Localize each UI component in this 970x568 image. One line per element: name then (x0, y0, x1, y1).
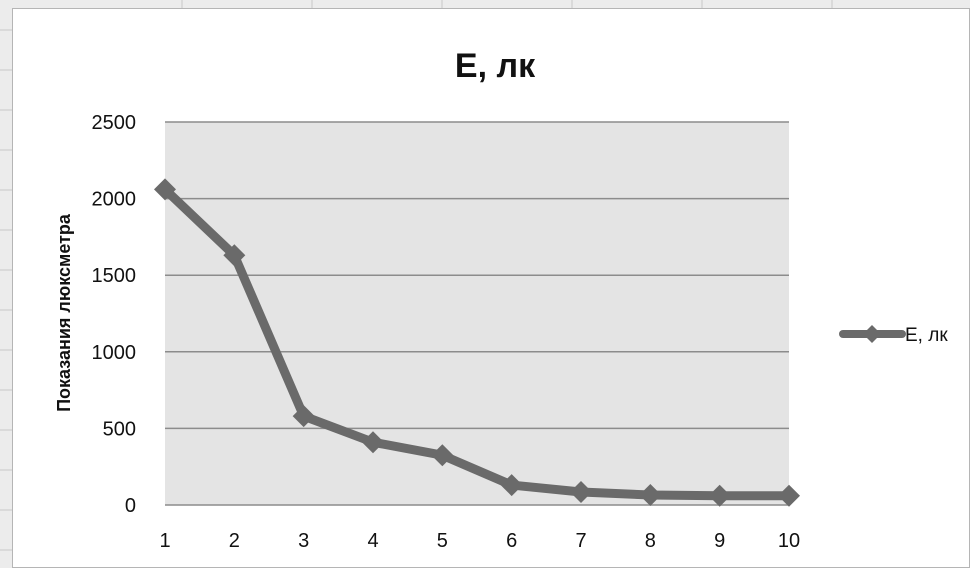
data-point (778, 484, 800, 507)
data-point (154, 178, 176, 201)
y-axis-ticks: 0 500 1000 1500 2000 2500 (92, 112, 137, 517)
x-axis-ticks: 1 2 3 4 5 6 7 8 9 10 (159, 530, 800, 552)
data-point (223, 244, 246, 267)
x-tick-label: 3 (298, 530, 309, 552)
y-tick-label: 1000 (92, 342, 137, 364)
y-tick-label: 2000 (92, 189, 137, 211)
x-tick-label: 5 (437, 530, 448, 552)
x-tick-label: 4 (367, 530, 378, 552)
x-tick-label: 9 (714, 530, 725, 552)
x-tick-label: 7 (575, 530, 586, 552)
legend-marker (863, 325, 881, 343)
x-tick-label: 10 (778, 530, 800, 552)
data-point (570, 480, 592, 503)
y-tick-label: 0 (125, 495, 136, 517)
x-tick-label: 8 (645, 530, 656, 552)
legend-label: E, лк (905, 325, 948, 346)
data-point (500, 474, 523, 497)
data-point (708, 484, 731, 507)
data-point (431, 444, 454, 467)
y-tick-label: 1500 (92, 265, 137, 287)
data-point (639, 484, 662, 507)
series-line (160, 184, 794, 501)
y-tick-label: 500 (103, 418, 136, 440)
x-tick-label: 1 (159, 530, 170, 552)
legend[interactable]: E, лк (839, 325, 948, 346)
chart-title: E, лк (455, 47, 536, 85)
data-point (362, 431, 384, 454)
series-layer (154, 178, 800, 507)
y-tick-label: 2500 (92, 112, 137, 134)
data-point (292, 405, 315, 428)
x-tick-label: 6 (506, 530, 517, 552)
plot-area (165, 122, 789, 505)
gridlines (165, 121, 789, 506)
x-tick-label: 2 (229, 530, 240, 552)
y-axis-label: Показания люксметра (54, 213, 74, 412)
